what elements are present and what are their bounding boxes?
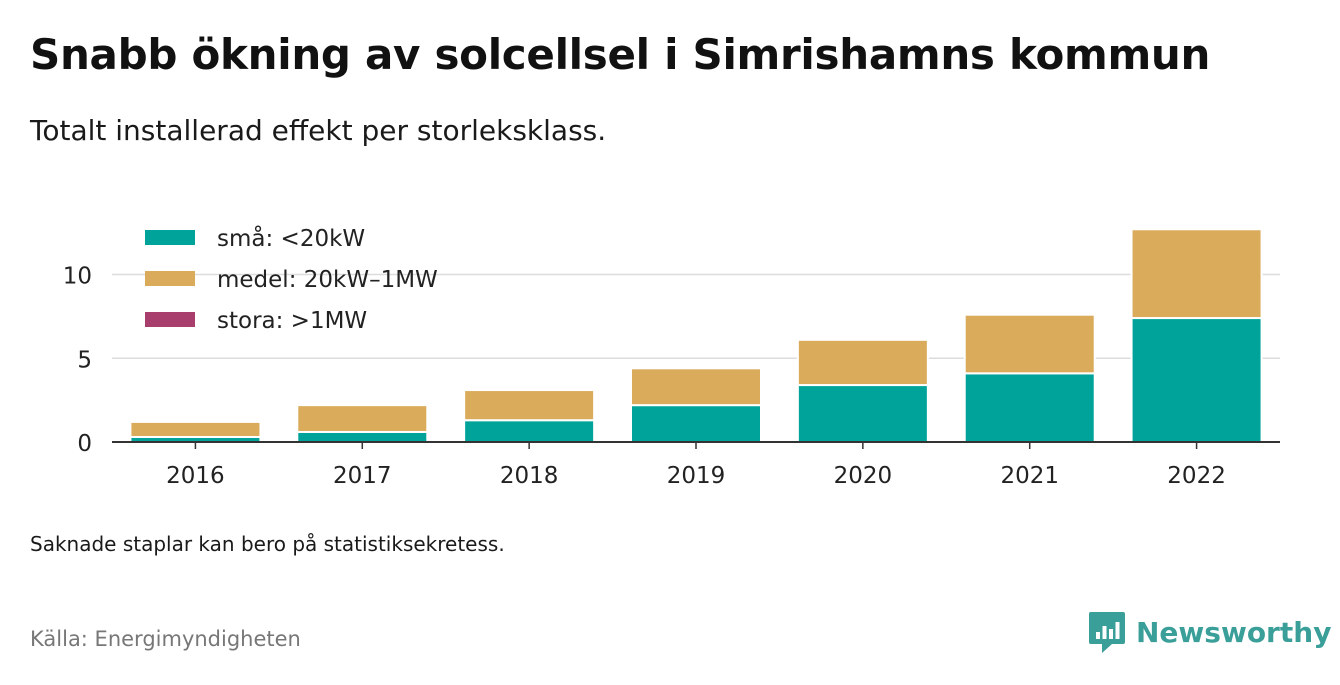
bar-segment xyxy=(963,313,1096,375)
x-tick-label: 2020 xyxy=(834,463,893,489)
legend-label: små: <20kW xyxy=(217,224,365,252)
chart-subtitle: Totalt installerad effekt per storlekskl… xyxy=(30,114,607,147)
bar-segment xyxy=(296,430,429,444)
y-tick-label: 10 xyxy=(63,264,92,290)
bar-segment xyxy=(1130,228,1263,320)
x-tick-label: 2017 xyxy=(333,463,392,489)
x-tick-label: 2018 xyxy=(500,463,559,489)
bar-segment xyxy=(796,338,929,387)
legend-label: medel: 20kW–1MW xyxy=(217,267,438,293)
newsworthy-logo-icon xyxy=(1089,612,1125,653)
legend-swatch xyxy=(145,271,195,286)
legend-swatch xyxy=(145,312,195,327)
stacked-bar-chart: 0 5 10 2016 2017 2018 2019 2020 2021 2022 små: <2… xyxy=(63,224,1280,489)
chart-title: Snabb ökning av solcellsel i Simrishamns… xyxy=(30,30,1211,79)
bar-segment xyxy=(296,404,429,433)
logo-text: Newsworthy xyxy=(1136,615,1332,649)
legend-swatch xyxy=(145,230,195,245)
bar-segment xyxy=(463,419,596,444)
x-tick-label: 2022 xyxy=(1167,463,1226,489)
newsworthy-logo: Newsworthy xyxy=(1088,610,1331,654)
footnote: Saknade staplar kan bero på statistiksek… xyxy=(30,532,505,556)
bar-segment xyxy=(1130,317,1263,443)
bar-segment xyxy=(463,389,596,422)
y-tick-label: 0 xyxy=(77,431,92,457)
legend-label: stora: >1MW xyxy=(217,308,367,334)
source-label: Källa: Energimyndigheten xyxy=(30,627,301,651)
legend: små: <20kW medel: 20kW–1MW stora: >1MW xyxy=(145,224,438,334)
bar-segment xyxy=(963,372,1096,444)
axes: 0 5 10 2016 2017 2018 2019 2020 2021 2022 xyxy=(63,264,1280,489)
x-tick-label: 2021 xyxy=(1000,463,1059,489)
bar-segment xyxy=(630,404,762,443)
bar-segment xyxy=(129,420,262,438)
x-tick-label: 2019 xyxy=(667,463,726,489)
y-tick-label: 5 xyxy=(77,347,92,373)
bar-segment xyxy=(630,367,762,407)
bar-segment xyxy=(796,384,929,443)
bars xyxy=(129,228,1263,444)
x-tick-label: 2016 xyxy=(166,463,225,489)
